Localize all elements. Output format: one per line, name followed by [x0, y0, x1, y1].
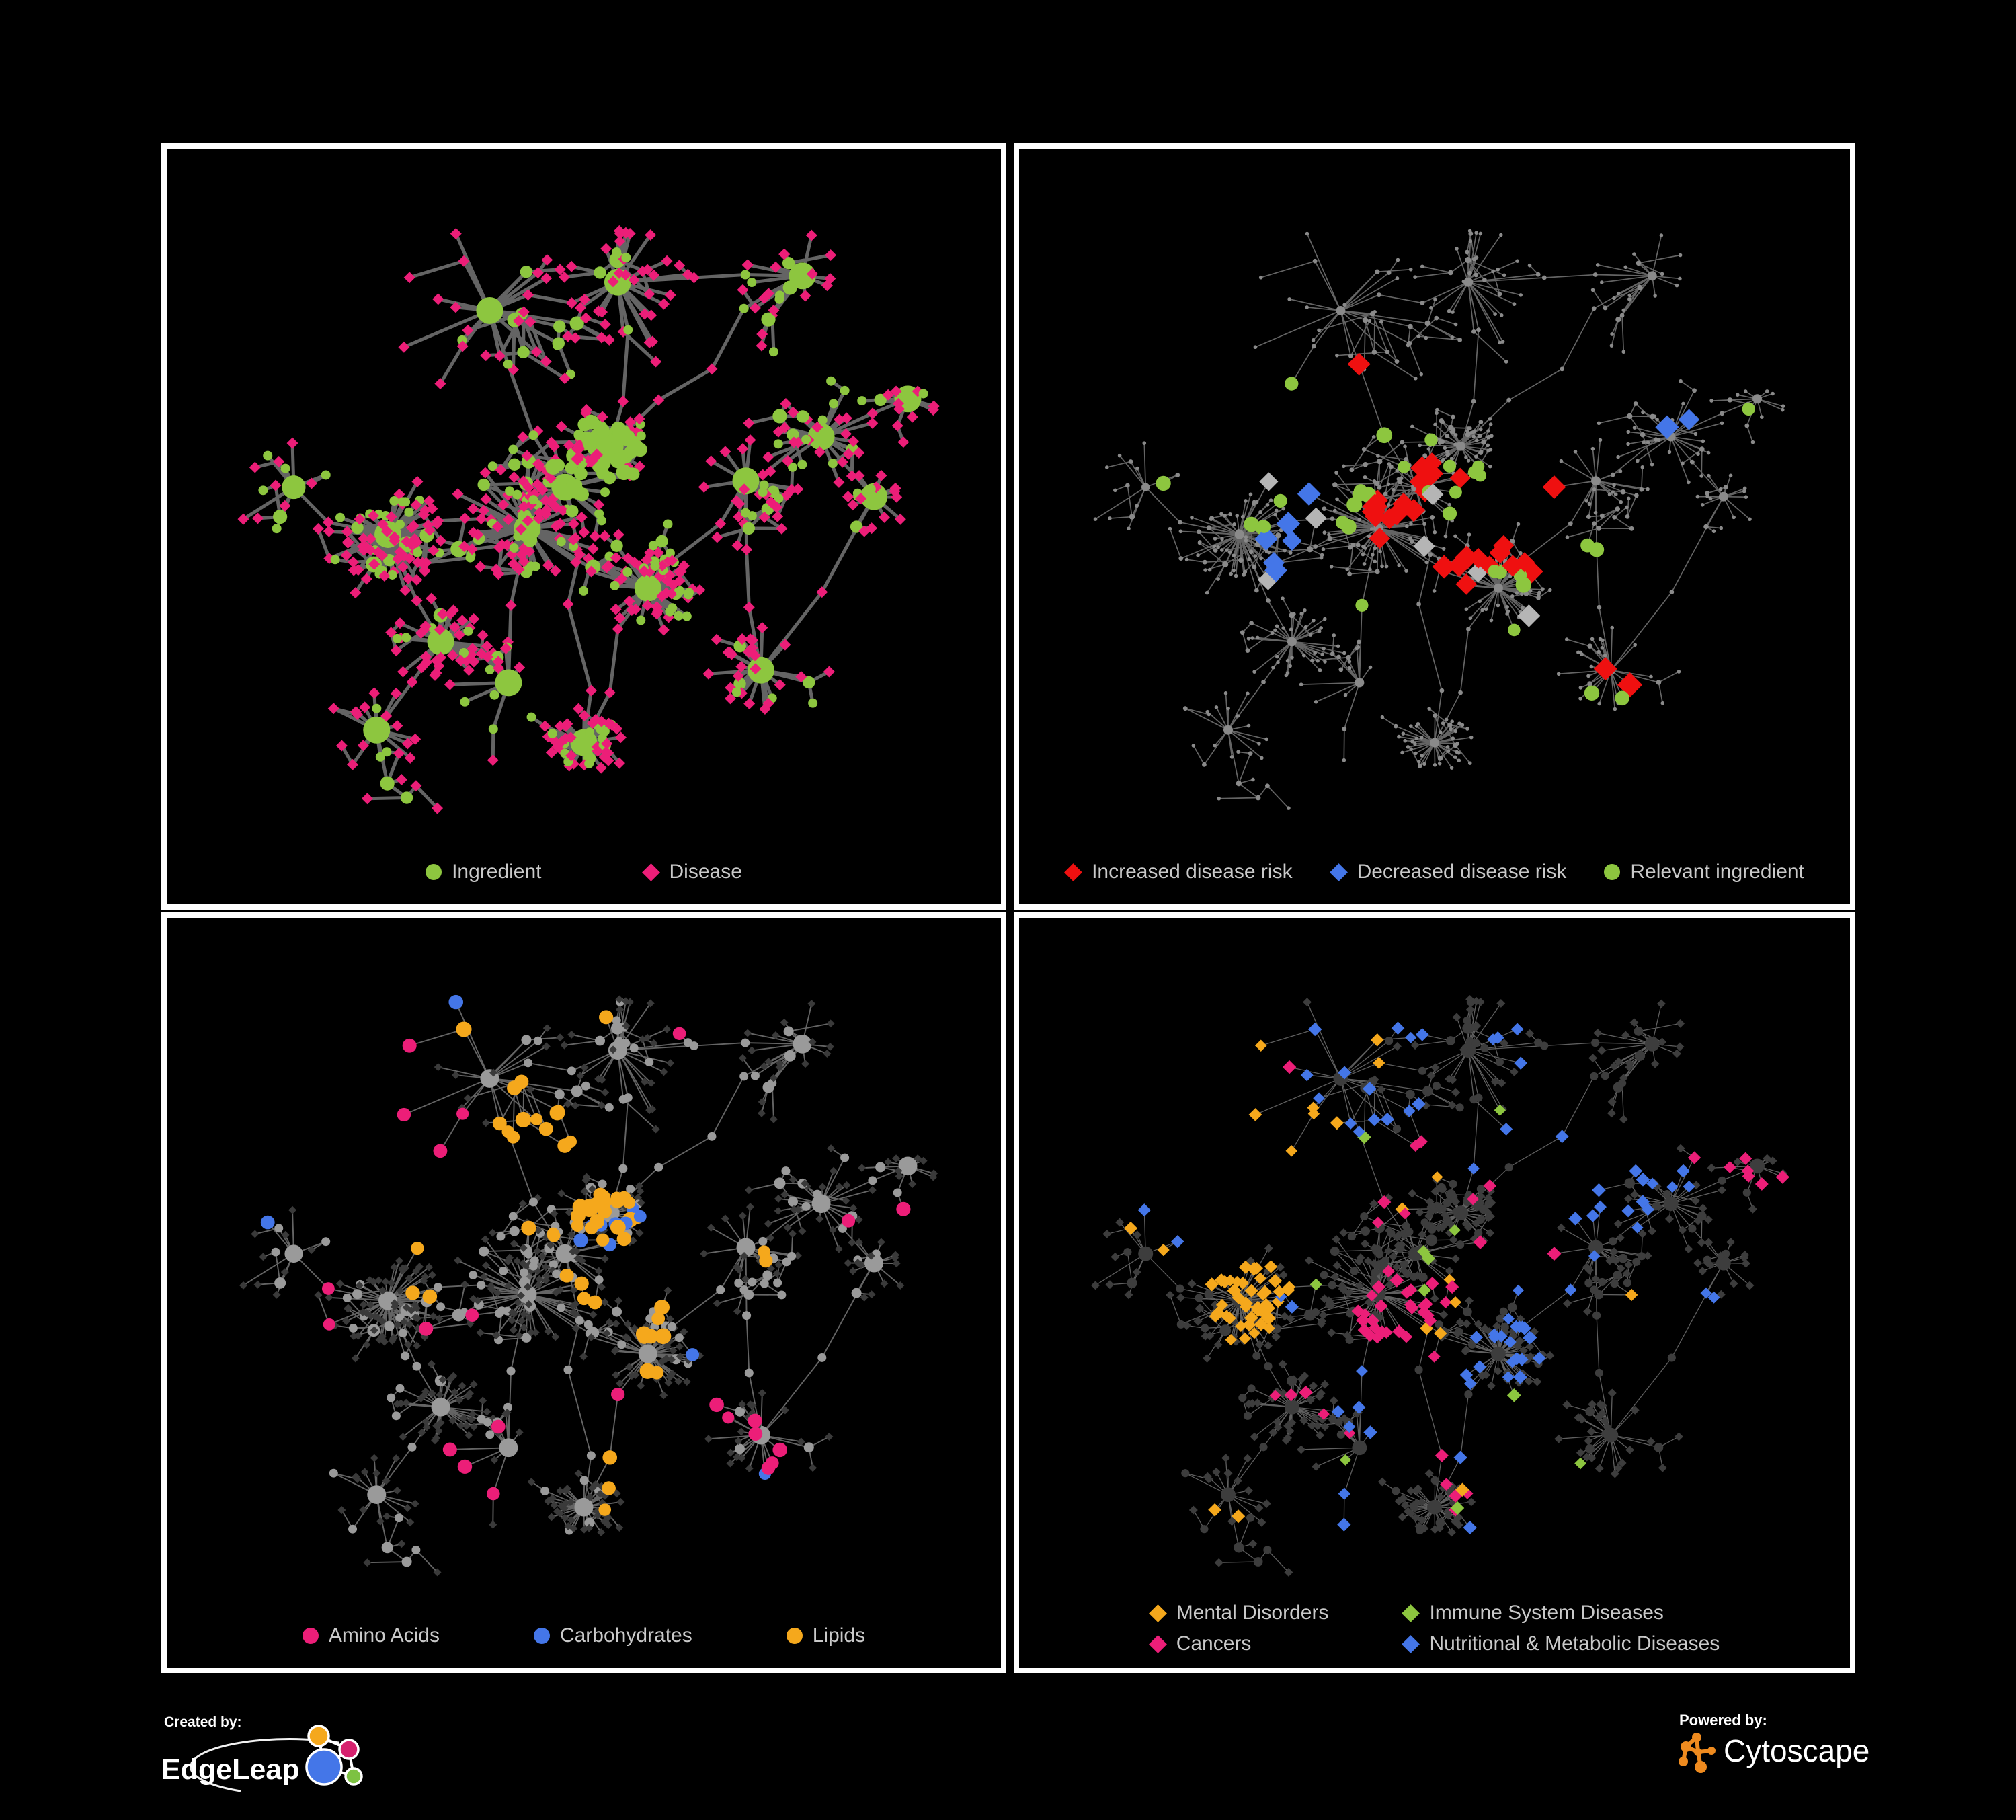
panel-ingredient-disease: Ingredient Disease: [161, 143, 1006, 910]
circle-marker-icon: [1604, 864, 1621, 880]
edgeleap-swoosh: [190, 1738, 339, 1792]
diamond-marker-icon: [1064, 863, 1083, 881]
edgeleap-logo: Created by: EdgeLeap: [161, 1714, 363, 1792]
circle-marker-icon: [786, 1628, 803, 1644]
circle-marker-icon: [426, 864, 442, 880]
legend-item: Immune System Diseases: [1402, 1603, 1720, 1623]
nutrient-class-network-canvas: [239, 994, 938, 1577]
cytoscape-brand: Cytoscape: [1724, 1733, 1869, 1768]
legend-ingredient-disease: Ingredient Disease: [167, 840, 1001, 904]
legend-label: Carbohydrates: [559, 1624, 692, 1647]
ingredient-disease-network-canvas: [237, 225, 940, 814]
edgeleap-node-magenta: [338, 1739, 360, 1760]
legend-label: Relevant ingredient: [1630, 861, 1804, 883]
legend-label: Increased disease risk: [1092, 861, 1293, 883]
legend-nutrient-classes: Amino Acids Carbohydrates Lipids: [167, 1604, 1001, 1668]
diamond-marker-icon: [1329, 863, 1348, 881]
diamond-marker-icon: [1148, 1634, 1167, 1653]
legend-label: Nutritional & Metabolic Diseases: [1429, 1632, 1720, 1655]
created-by-lockup: Created by: EdgeLeap: [159, 1709, 401, 1810]
panel-disease-risk: Increased disease risk Decreased disease …: [1014, 143, 1855, 910]
legend-item: Cancers: [1148, 1632, 1329, 1655]
diamond-marker-icon: [1148, 1604, 1167, 1622]
legend-label: Cancers: [1176, 1632, 1252, 1655]
powered-by-label: Powered by:: [1679, 1712, 1767, 1729]
legend-item: Mental Disorders: [1148, 1601, 1329, 1624]
legend-item: Carbohydrates: [533, 1624, 692, 1647]
legend-label: Lipids: [812, 1624, 866, 1647]
legend-item: Decreased disease risk: [1329, 861, 1567, 883]
legend-label: Amino Acids: [328, 1624, 440, 1647]
legend-label: Ingredient: [452, 861, 542, 883]
diamond-marker-icon: [641, 863, 660, 881]
edgeleap-node-orange: [307, 1725, 330, 1747]
cytoscape-icon: [1679, 1733, 1716, 1773]
edgeleap-node-green: [344, 1767, 363, 1786]
legend-label: Decreased disease risk: [1357, 861, 1567, 883]
legend-item: Nutritional & Metabolic Diseases: [1402, 1634, 1720, 1654]
powered-by-lockup: Powered by:: [1672, 1709, 1894, 1790]
legend-disease-risk: Increased disease risk Decreased disease …: [1019, 840, 1850, 904]
legend-disease-categories: Mental Disorders Immune System Diseases Ca…: [1019, 1589, 1850, 1668]
legend-item: Relevant ingredient: [1604, 862, 1804, 882]
circle-marker-icon: [533, 1628, 550, 1644]
panel-nutrient-classes: Amino Acids Carbohydrates Lipids: [161, 912, 1006, 1673]
legend-item: Lipids: [786, 1624, 866, 1647]
created-by-label: Created by:: [164, 1714, 242, 1730]
disease-risk-network-canvas: [1093, 229, 1785, 810]
disease-category-network-canvas: [1091, 994, 1789, 1577]
legend-label: Mental Disorders: [1176, 1601, 1329, 1624]
edgeleap-brand: EdgeLeap: [161, 1753, 300, 1786]
diamond-marker-icon: [1402, 1604, 1420, 1622]
edgeleap-node-blue: [305, 1748, 343, 1786]
diamond-marker-icon: [1402, 1634, 1420, 1653]
legend-item: Increased disease risk: [1064, 861, 1293, 883]
cytoscape-logo: Powered by:: [1679, 1712, 1869, 1773]
circle-marker-icon: [302, 1628, 319, 1644]
panel-disease-categories: Mental Disorders Immune System Diseases Ca…: [1014, 912, 1855, 1673]
legend-item: Disease: [641, 861, 742, 883]
legend-item: Ingredient: [426, 861, 542, 883]
legend-label: Immune System Diseases: [1429, 1601, 1664, 1624]
legend-item: Amino Acids: [302, 1624, 440, 1647]
legend-label: Disease: [669, 861, 742, 883]
